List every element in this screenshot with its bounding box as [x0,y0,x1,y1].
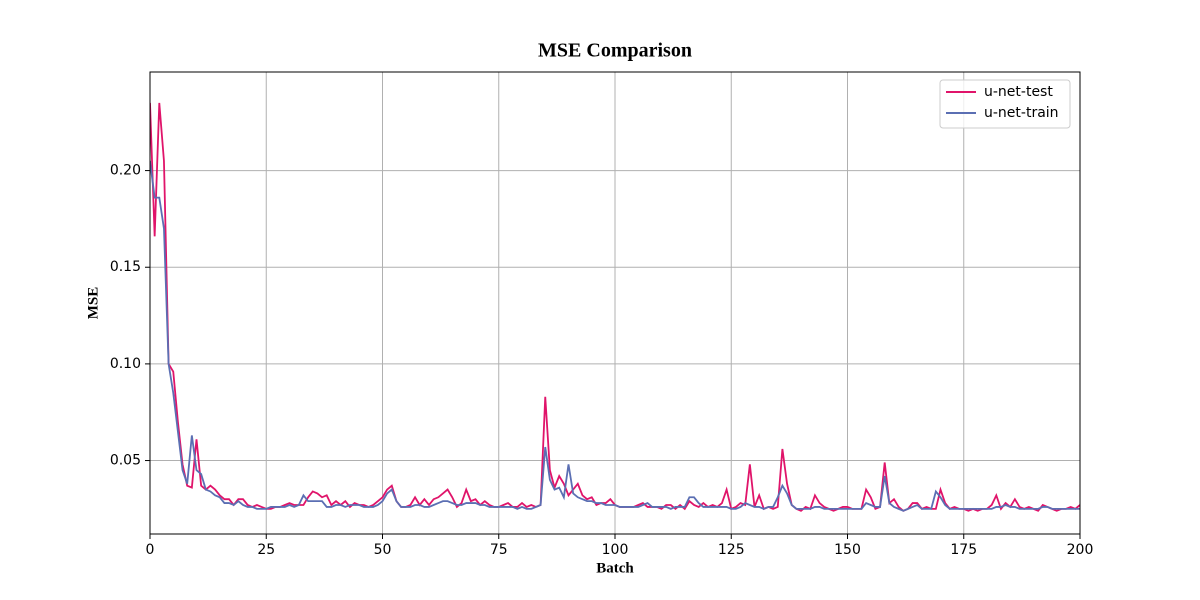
plot-frame [149,71,1081,535]
y-tick-label: 0.10 [110,356,141,372]
x-tick-label: 75 [490,542,508,558]
x-tick-label: 125 [718,542,745,558]
line-series [150,160,1080,512]
y-axis-label: MSE [85,287,101,320]
x-tick-label: 150 [834,542,861,558]
x-tick-label: 175 [950,542,977,558]
legend-label: u-net-train [984,105,1059,121]
x-tick-label: 25 [257,542,275,558]
legend: u-net-test u-net-train [939,79,1071,129]
x-tick-label: 0 [146,542,155,558]
chart-title: MSE Comparison [538,40,692,62]
y-tick-label: 0.15 [110,259,141,275]
x-tick-label: 200 [1067,542,1094,558]
y-tick-label: 0.20 [110,163,141,179]
legend-label: u-net-test [984,84,1053,100]
x-tick-label: 100 [602,542,629,558]
x-axis-label: Batch [596,560,634,576]
y-tick-label: 0.05 [110,453,141,469]
x-tick-label: 50 [374,542,392,558]
